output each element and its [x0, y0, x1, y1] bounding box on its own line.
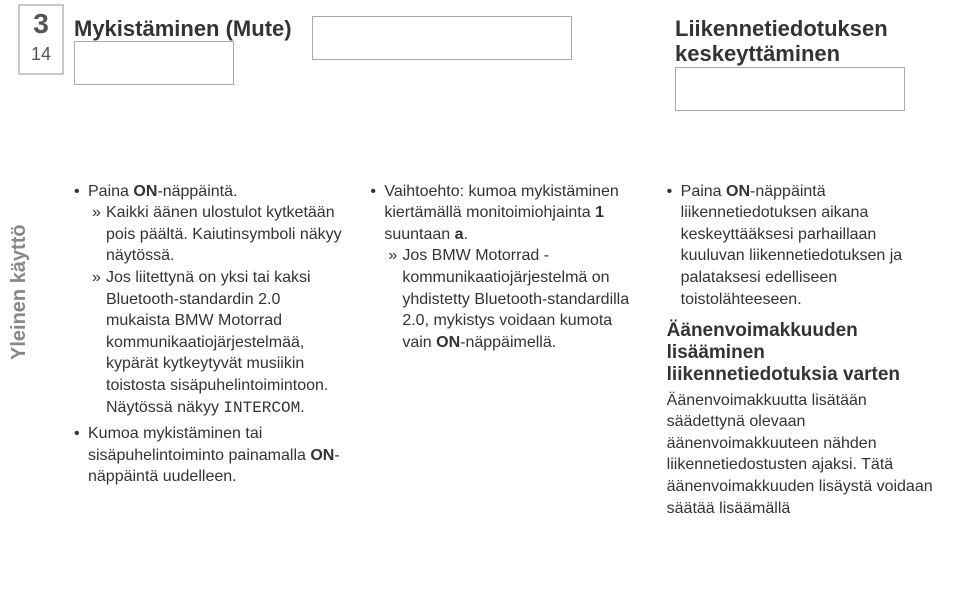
- text: .: [300, 399, 304, 416]
- text: Vaihtoehto: kumoa mykistäminen kiertämäl…: [384, 183, 618, 222]
- col2-sub-1: Jos BMW Motorrad -kommunikaatiojärjestel…: [384, 245, 638, 353]
- col3-bullet-1: Paina ON-näppäintä liikennetiedotuksen a…: [667, 181, 935, 311]
- col3-paragraph: Äänenvoimakkuutta lisätään säädettynä ol…: [667, 390, 935, 520]
- col1-sub-1: Kaikki äänen ulostulot kytketään pois pä…: [88, 202, 342, 267]
- heading-left-group: Mykistäminen (Mute): [74, 16, 292, 85]
- dir-a: a: [455, 226, 464, 243]
- intercom-code: INTERCOM: [223, 399, 300, 417]
- text: -näppäimellä.: [460, 334, 556, 351]
- text: -näppäintä liikennetiedotuksen aikana ke…: [681, 183, 902, 308]
- col1-sub-2: Jos liitettynä on yksi tai kaksi Bluetoo…: [88, 267, 342, 419]
- heading-mid-box: [312, 16, 572, 60]
- text: Jos liitettynä on yksi tai kaksi Bluetoo…: [106, 269, 328, 416]
- on-label: ON: [310, 447, 334, 464]
- columns: Paina ON-näppäintä. Kaikki äänen ulostul…: [74, 181, 935, 524]
- page-number-box: 3 14: [18, 4, 64, 75]
- num-1: 1: [595, 204, 604, 221]
- text: -näppäintä.: [157, 183, 237, 200]
- page-number: 14: [20, 44, 62, 65]
- heading-mid-group: [312, 16, 572, 60]
- text: Paina: [88, 183, 133, 200]
- heading-mute: Mykistäminen (Mute): [74, 16, 292, 41]
- heading-right-group: Liikennetiedotuksen keskeyttäminen: [675, 16, 935, 111]
- on-label: ON: [726, 183, 750, 200]
- text: Kumoa mykistäminen tai sisäpuhelintoimin…: [88, 425, 310, 464]
- header-row: Mykistäminen (Mute) Liikennetiedotuksen …: [74, 16, 935, 111]
- on-label: ON: [133, 183, 157, 200]
- col1-bullet-2: Kumoa mykistäminen tai sisäpuhelintoimin…: [74, 423, 342, 488]
- on-label: ON: [436, 334, 460, 351]
- side-label: Yleinen käyttö: [8, 224, 31, 360]
- col3-subheading: Äänenvoimakkuuden lisääminen liikennetie…: [667, 320, 935, 386]
- text: suuntaan: [384, 226, 454, 243]
- column-3: Paina ON-näppäintä liikennetiedotuksen a…: [667, 181, 935, 524]
- column-1: Paina ON-näppäintä. Kaikki äänen ulostul…: [74, 181, 342, 524]
- column-2: Vaihtoehto: kumoa mykistäminen kiertämäl…: [370, 181, 638, 524]
- text: Paina: [681, 183, 726, 200]
- heading-right-box: [675, 67, 905, 111]
- heading-traffic: Liikennetiedotuksen keskeyttäminen: [675, 16, 935, 67]
- document-page: 3 14 Yleinen käyttö Mykistäminen (Mute) …: [0, 0, 959, 603]
- text: .: [464, 226, 468, 243]
- chapter-number: 3: [20, 10, 62, 38]
- heading-left-box: [74, 41, 234, 85]
- col1-bullet-1: Paina ON-näppäintä. Kaikki äänen ulostul…: [74, 181, 342, 420]
- col2-bullet-1: Vaihtoehto: kumoa mykistäminen kiertämäl…: [370, 181, 638, 354]
